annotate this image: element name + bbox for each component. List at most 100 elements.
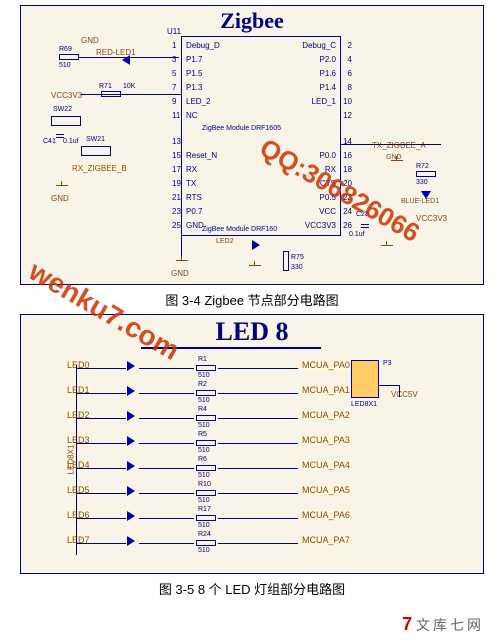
- vcc3v3-label: VCC3V3: [51, 91, 82, 100]
- sw21-label: SW21: [86, 136, 105, 143]
- chip-name1: ZigBee Module DRF1605: [202, 125, 281, 132]
- r69-ref: R69: [59, 46, 72, 53]
- mcua-1: MCUA_PA1: [301, 385, 351, 395]
- mcua-2: MCUA_PA2: [301, 410, 351, 420]
- blue-led-label: BLUE-LED1: [401, 198, 439, 205]
- pin-l-10: RTS: [186, 193, 202, 202]
- pinnum-r-9: 20: [343, 179, 352, 188]
- mcua-5: MCUA_PA5: [301, 485, 351, 495]
- res-val-3: 510: [198, 447, 210, 454]
- res-val-2: 510: [198, 422, 210, 429]
- wire: [81, 94, 181, 95]
- pin-l-12: GND: [186, 221, 204, 230]
- res-ref-5: R10: [198, 481, 211, 488]
- r72: [416, 171, 436, 177]
- pin-r-12: VCC3V3: [305, 221, 336, 230]
- res-5: [196, 490, 216, 496]
- led-row-5: LED5 R10 510 MCUA_PA5: [71, 485, 451, 505]
- mcua-0: MCUA_PA0: [301, 360, 351, 370]
- pin-l-8: RX: [186, 165, 197, 174]
- zigbee-chip: U11 ZigBee Module DRF1605 ZigBee Module …: [181, 36, 341, 236]
- led-sym-4: [126, 462, 136, 472]
- r69-val: 510: [59, 62, 71, 69]
- green-led: [251, 241, 261, 251]
- fig2-caption: 图 3-5 8 个 LED 灯组部分电路图: [0, 579, 504, 598]
- pinnum-r-8: 18: [343, 165, 352, 174]
- pinnum-r-4: 10: [343, 97, 352, 106]
- pin-r-10: P0.5: [320, 193, 336, 202]
- res-val-4: 510: [198, 472, 210, 479]
- rx-zigbee-net: RX_ZIGBEE_B: [71, 164, 128, 173]
- pin-r-1: P2.0: [320, 55, 336, 64]
- wire: [341, 144, 441, 145]
- fig1-caption: 图 3-4 Zigbee 节点部分电路图: [0, 290, 504, 309]
- r69: [59, 54, 79, 60]
- pinnum-r-7: 16: [343, 151, 352, 160]
- footer: 7 文库七网: [402, 614, 484, 635]
- pin-r-2: P1.6: [320, 69, 336, 78]
- mcua-7: MCUA_PA7: [301, 535, 351, 545]
- r75: [283, 251, 289, 271]
- res-ref-6: R17: [198, 506, 211, 513]
- pin-r-4: LED_1: [312, 97, 336, 106]
- c28-val: 0.1uf: [349, 231, 365, 238]
- led-sym-5: [126, 487, 136, 497]
- c41-ref: C41: [43, 138, 56, 145]
- pin-l-7: Reset_N: [186, 151, 217, 160]
- bus-wire: [76, 365, 77, 555]
- led-row-6: LED6 R17 510 MCUA_PA6: [71, 510, 451, 530]
- wire: [79, 57, 179, 58]
- sw22: [51, 116, 81, 126]
- res-1: [196, 390, 216, 396]
- led-sym-1: [126, 387, 136, 397]
- wire: [379, 385, 399, 386]
- pinnum-l-10: 21: [172, 193, 181, 202]
- pin-r-0: Debug_C: [302, 41, 336, 50]
- gnd-4: [176, 256, 188, 266]
- pin-l-2: P1.5: [186, 69, 202, 78]
- led-sym-2: [126, 412, 136, 422]
- pinnum-l-11: 23: [172, 207, 181, 216]
- c41-val: 0.1uf: [63, 138, 79, 145]
- led-sym-0: [126, 362, 136, 372]
- green-led-label: LED2: [216, 238, 234, 245]
- pinnum-l-8: 17: [172, 165, 181, 174]
- c28: [361, 221, 369, 231]
- res-ref-7: R24: [198, 531, 211, 538]
- pin-r-11: VCC: [319, 207, 336, 216]
- zigbee-schematic: Zigbee U11 ZigBee Module DRF1605 ZigBee …: [20, 5, 484, 285]
- res-3: [196, 440, 216, 446]
- pinnum-l-5: 11: [172, 111, 180, 120]
- pinnum-r-5: 12: [343, 111, 352, 120]
- gnd-3: [381, 241, 393, 251]
- res-2: [196, 415, 216, 421]
- footer-logo: 7: [402, 614, 412, 634]
- pin-l-3: P1.3: [186, 83, 202, 92]
- r72-val: 330: [416, 179, 428, 186]
- mcua-3: MCUA_PA3: [301, 435, 351, 445]
- led-row-4: LED4 R6 510 MCUA_PA4: [71, 460, 451, 480]
- res-7: [196, 540, 216, 546]
- vcc5v-label: VCC5V: [391, 390, 418, 399]
- gnd-label-4: GND: [171, 269, 189, 278]
- res-ref-4: R6: [198, 456, 207, 463]
- pinnum-r-2: 6: [348, 69, 352, 78]
- gnd-label-2: GND: [51, 194, 69, 203]
- pinnum-r-1: 4: [348, 55, 352, 64]
- title-underline: [141, 347, 321, 349]
- res-ref-2: R4: [198, 406, 207, 413]
- connector-p3: [351, 360, 379, 398]
- pin-l-5: NC: [186, 111, 198, 120]
- res-ref-0: R1: [198, 356, 207, 363]
- pin-l-11: P0.7: [186, 207, 202, 216]
- res-val-7: 510: [198, 547, 210, 554]
- res-val-6: 510: [198, 522, 210, 529]
- gnd-label-1: GND: [81, 36, 99, 45]
- pinnum-l-6: 13: [172, 137, 181, 146]
- r75-ref: R75: [291, 254, 304, 261]
- pin-l-0: Debug_D: [186, 41, 220, 50]
- p3-name: LED8X1: [351, 401, 377, 408]
- vcc3v3-r: VCC3V3: [416, 214, 447, 223]
- chip-name2: ZigBee Module DRF160: [202, 226, 277, 233]
- res-ref-3: R5: [198, 431, 207, 438]
